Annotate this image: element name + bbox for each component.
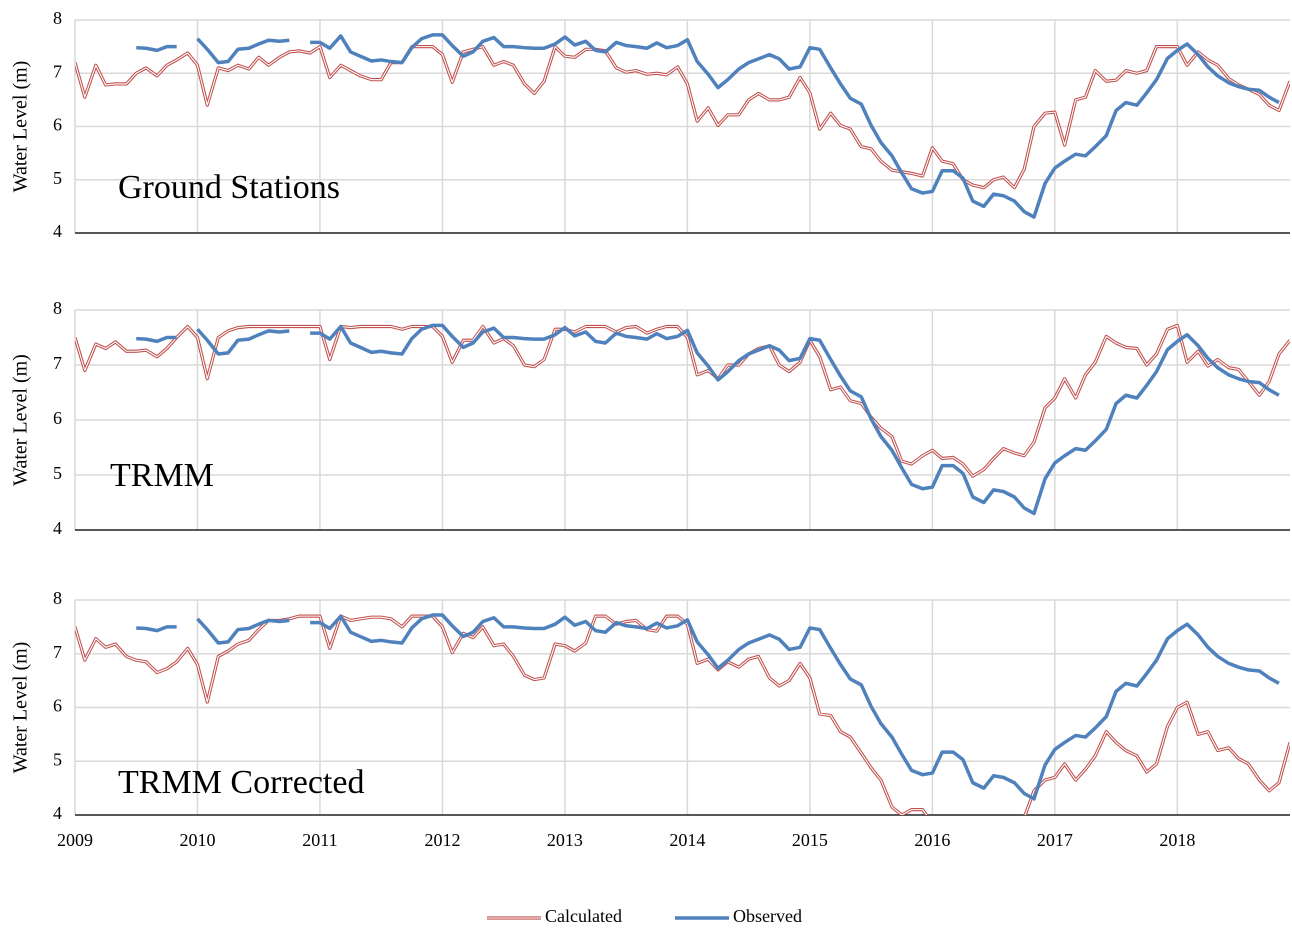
legend-label: Calculated	[545, 906, 622, 926]
y-tick-label: 5	[53, 749, 62, 769]
y-tick-label: 7	[53, 353, 62, 373]
x-tick-label: 2016	[914, 830, 950, 850]
y-tick-label: 6	[53, 115, 62, 135]
y-tick-label: 8	[53, 298, 62, 318]
x-tick-label: 2009	[57, 830, 93, 850]
y-tick-label: 4	[53, 221, 62, 241]
y-tick-label: 4	[53, 518, 62, 538]
series-line	[136, 613, 1280, 801]
series-line-inner	[75, 324, 1290, 477]
plot-area	[75, 323, 1290, 516]
x-tick-label: 2014	[669, 830, 705, 850]
y-tick-label: 5	[53, 168, 62, 188]
x-tick-label: 2010	[179, 830, 215, 850]
y-axis-label: Water Level (m)	[10, 354, 32, 486]
legend-label: Observed	[733, 906, 802, 926]
series-line	[75, 45, 1290, 190]
y-tick-label: 5	[53, 463, 62, 483]
series-line	[136, 33, 1280, 219]
x-tick-label: 2013	[547, 830, 583, 850]
x-tick-label: 2015	[792, 830, 828, 850]
series-line	[75, 614, 1290, 815]
y-tick-label: 7	[53, 61, 62, 81]
x-tick-label: 2017	[1037, 830, 1073, 850]
series-line	[136, 323, 1280, 516]
annotation: TRMM	[110, 457, 214, 494]
y-tick-label: 8	[53, 588, 62, 608]
series-line-inner	[75, 46, 1290, 189]
annotation: TRMM Corrected	[118, 764, 364, 801]
y-axis-label: Water Level (m)	[10, 61, 32, 193]
x-tick-label: 2018	[1159, 830, 1195, 850]
series-line-inner	[75, 615, 1290, 815]
series-line	[75, 323, 1290, 478]
x-tick-label: 2012	[424, 830, 460, 850]
y-tick-label: 8	[53, 8, 62, 28]
y-tick-label: 4	[53, 803, 62, 823]
x-tick-label: 2011	[302, 830, 337, 850]
y-tick-label: 6	[53, 408, 62, 428]
y-tick-label: 6	[53, 696, 62, 716]
plot-area	[75, 33, 1290, 219]
plot-area	[75, 613, 1290, 815]
y-tick-label: 7	[53, 642, 62, 662]
annotation: Ground Stations	[118, 169, 340, 206]
y-axis-label: Water Level (m)	[10, 642, 32, 774]
